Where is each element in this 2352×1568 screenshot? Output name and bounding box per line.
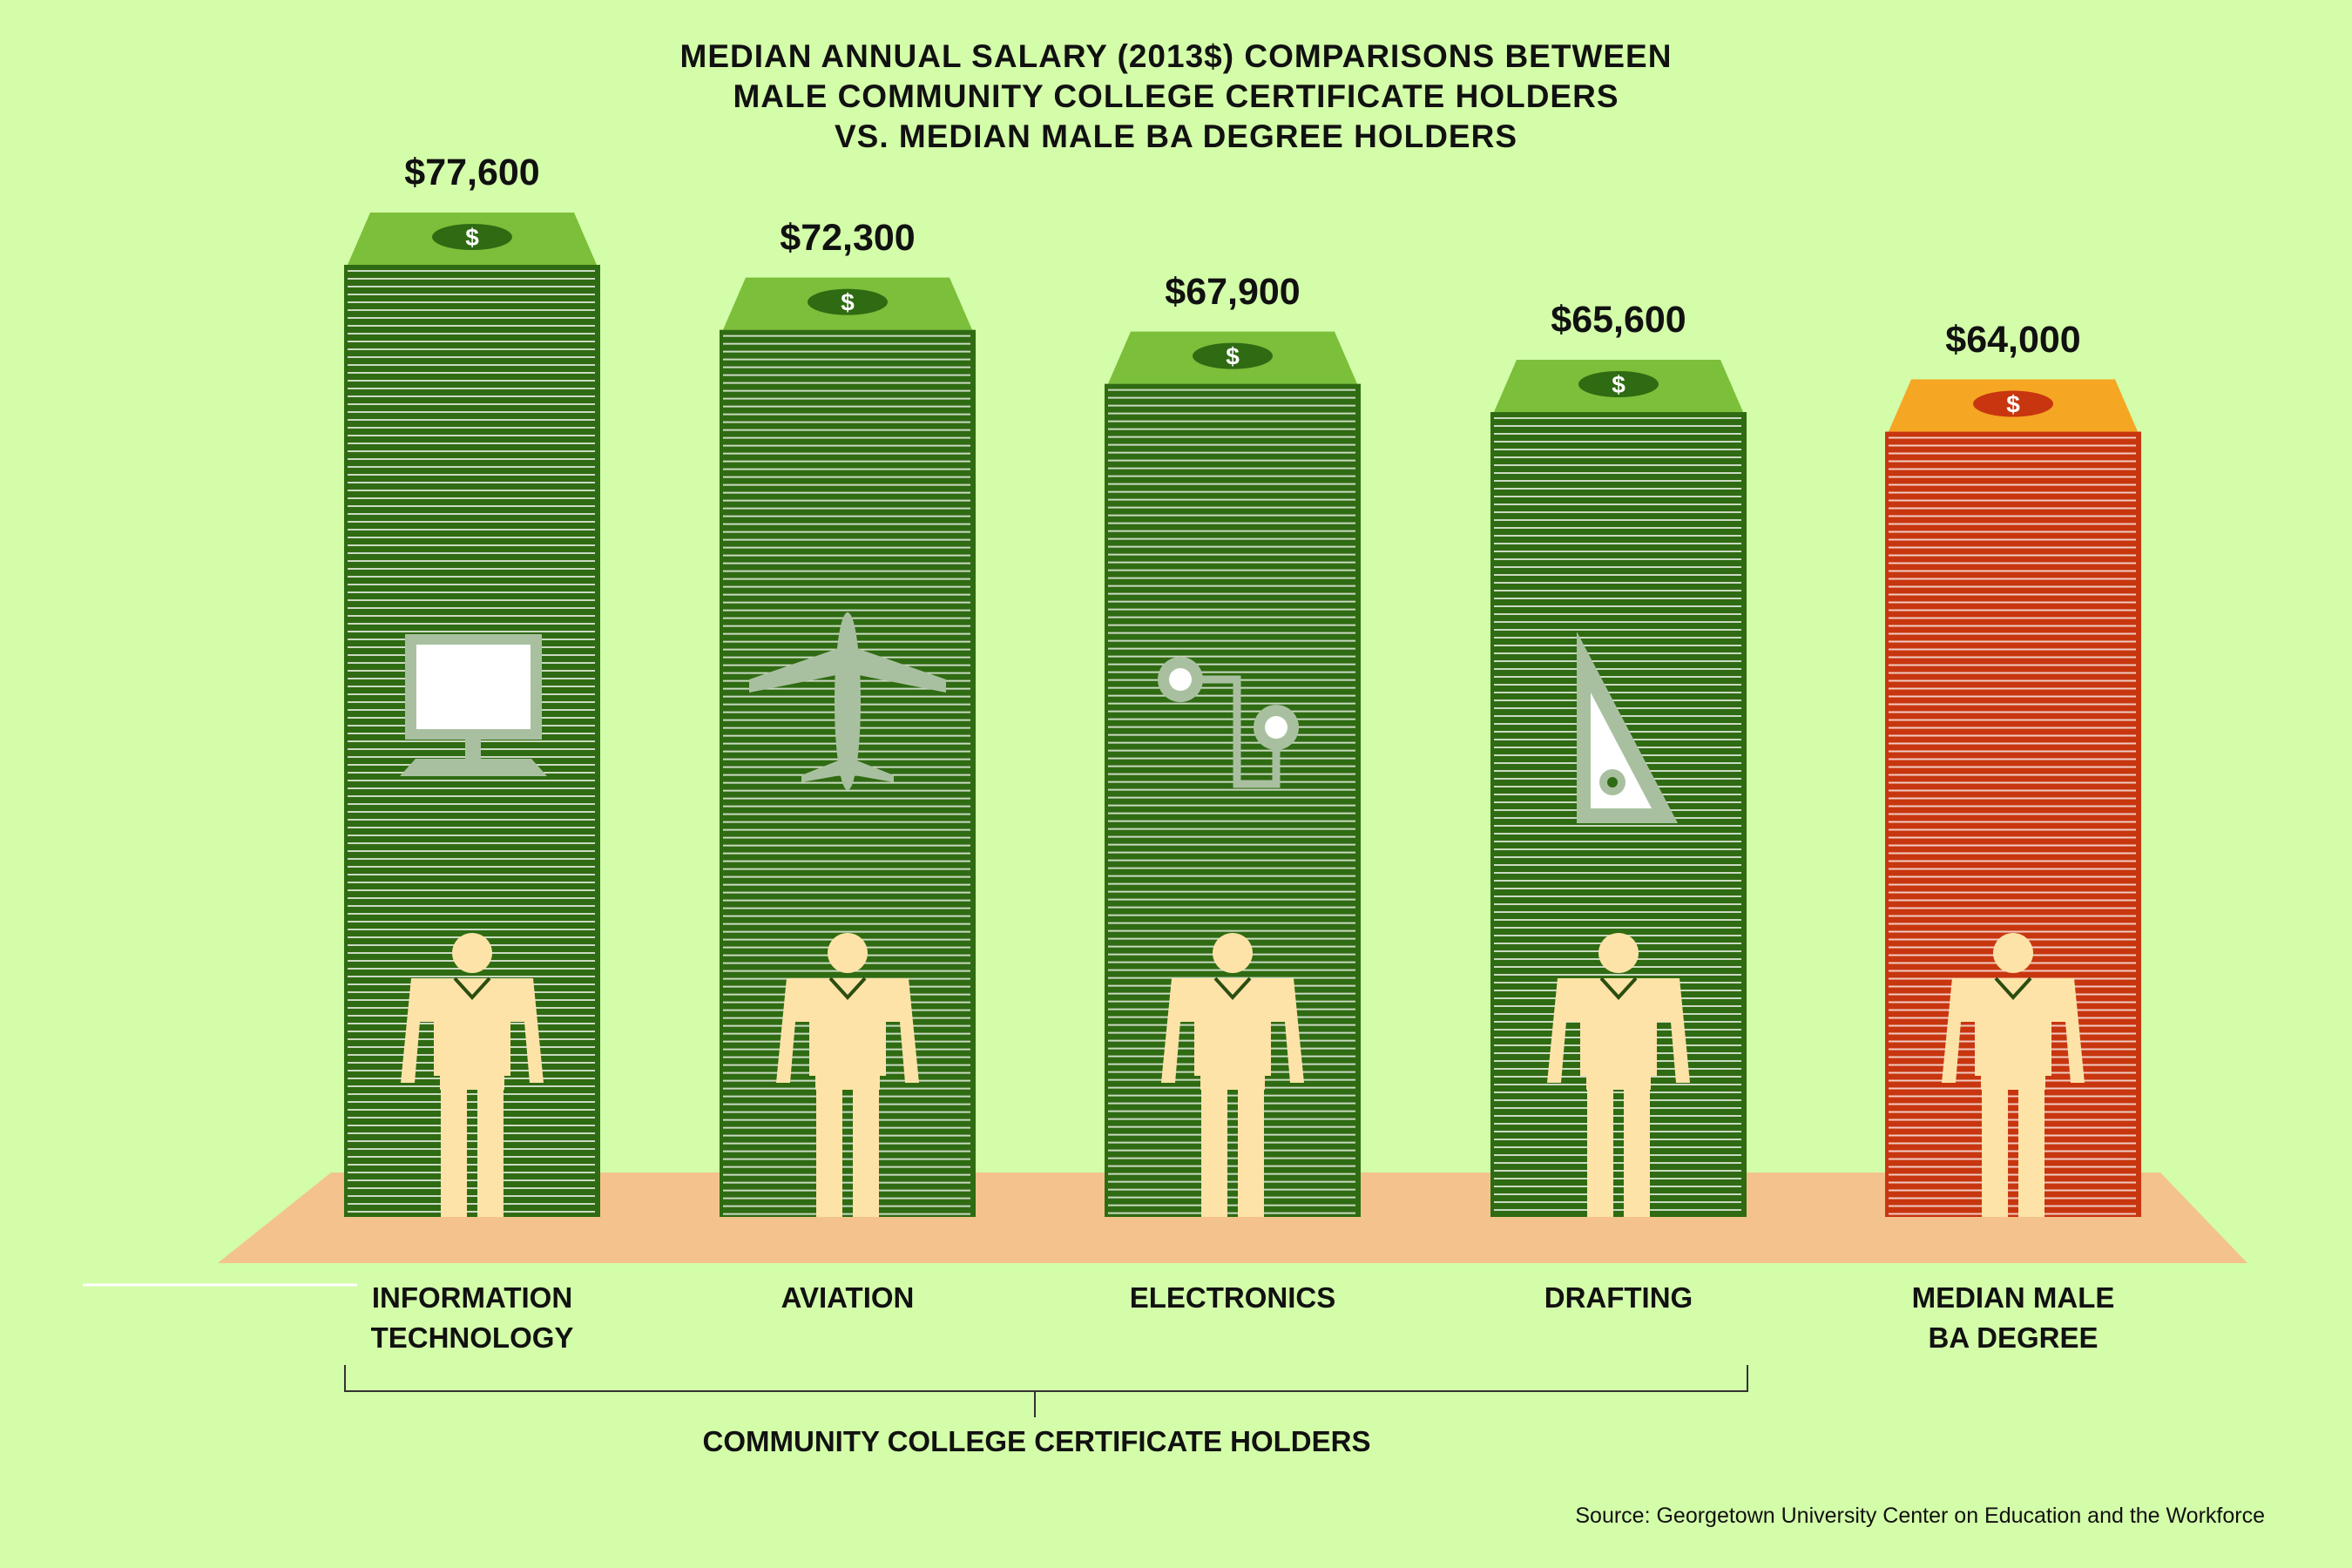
figure-collar <box>828 977 867 1000</box>
circuit-trace <box>1180 675 1281 788</box>
group-bracket <box>344 1365 1748 1417</box>
figure-collar <box>1994 977 2032 1000</box>
figure-torso <box>1161 978 1304 1083</box>
figure-right-leg <box>477 1090 504 1217</box>
male-figure-icon <box>1942 933 2085 1217</box>
monitor-base <box>400 759 547 776</box>
chart-title-line-2: MALE COMMUNITY COLLEGE CERTIFICATE HOLDE… <box>733 78 1619 114</box>
value-label: $64,000 <box>1945 318 2081 361</box>
chart-title-line-3: VS. MEDIAN MALE BA DEGREE HOLDERS <box>834 118 1518 154</box>
bill-stack-lines <box>1494 417 1741 1212</box>
group-label: COMMUNITY COLLEGE CERTIFICATE HOLDERS <box>702 1425 1371 1457</box>
figure-right-leg <box>1238 1090 1264 1217</box>
male-figure-icon <box>1547 933 1690 1217</box>
dollar-badge <box>1973 390 2053 417</box>
chart-title-line-1: MEDIAN ANNUAL SALARY (2013$) COMPARISONS… <box>679 38 1673 74</box>
figure-collar <box>453 977 491 1000</box>
category-label: ELECTRONICS <box>1129 1281 1336 1314</box>
bar-group-4: $ <box>1885 379 2141 1217</box>
figure-left-leg <box>816 1090 842 1217</box>
value-label: $67,900 <box>1165 270 1301 313</box>
figure-torso <box>1942 978 2085 1083</box>
figure-head <box>452 933 492 973</box>
figure-head <box>1993 933 2033 973</box>
figure-right-leg <box>1624 1090 1650 1217</box>
circuit-node-2-hole <box>1265 716 1288 739</box>
male-figure-icon <box>401 933 544 1217</box>
dollar-sign: $ <box>1226 343 1240 370</box>
dollar-sign: $ <box>1612 371 1625 398</box>
bar-group-2: $ <box>1105 331 1361 1217</box>
dollar-sign: $ <box>2006 391 2020 418</box>
category-label: DRAFTING <box>1544 1281 1693 1314</box>
plane-tail <box>801 760 894 782</box>
monitor-screen <box>416 645 531 729</box>
figure-belt <box>440 1072 504 1090</box>
bar <box>1105 383 1361 1217</box>
airplane-icon <box>749 612 946 790</box>
bar-group-3: $ <box>1490 360 1747 1217</box>
monitor-stand <box>465 740 481 759</box>
category-label: AVIATION <box>781 1281 915 1314</box>
value-label: $72,300 <box>780 216 916 259</box>
figure-left-leg <box>1201 1090 1227 1217</box>
figure-left-leg <box>1587 1090 1613 1217</box>
male-figure-icon <box>1161 933 1304 1217</box>
circuit-icon <box>1158 657 1299 788</box>
figure-belt <box>1586 1072 1651 1090</box>
figure-torso <box>776 978 919 1083</box>
dollar-badge <box>432 224 512 250</box>
figure-left-leg <box>441 1090 467 1217</box>
category-icons <box>400 612 1678 823</box>
bar-group-0: $ <box>344 213 600 1217</box>
figure-right-leg <box>2018 1090 2044 1217</box>
value-label: $77,600 <box>404 152 540 193</box>
value-label: $65,600 <box>1551 299 1686 341</box>
bracket-line <box>344 1365 1748 1392</box>
dollar-badge <box>1578 371 1659 398</box>
figure-belt <box>815 1072 880 1090</box>
bar <box>1885 431 2141 1217</box>
plane-wings <box>749 649 946 693</box>
computer-monitor-icon <box>400 634 547 776</box>
triangle-pin-center <box>1607 777 1618 787</box>
figure-head <box>828 933 868 973</box>
category-label: INFORMATION TECHNOLOGY <box>370 1281 574 1354</box>
dollar-sign: $ <box>841 289 855 316</box>
figure-collar <box>1599 977 1638 1000</box>
figure-torso <box>1547 978 1690 1083</box>
figure-right-leg <box>853 1090 879 1217</box>
circuit-node-1-hole <box>1169 668 1192 691</box>
figure-left-leg <box>1982 1090 2008 1217</box>
figure-head <box>1213 933 1253 973</box>
figure-head <box>1598 933 1639 973</box>
figure-torso <box>401 978 544 1083</box>
drafting-triangle-icon <box>1577 632 1678 823</box>
figure-belt <box>1200 1072 1265 1090</box>
dollar-badge <box>808 288 888 315</box>
dollar-badge <box>1193 342 1273 369</box>
figure-belt <box>1981 1072 2045 1090</box>
category-label: MEDIAN MALE BA DEGREE <box>1911 1281 2115 1354</box>
bill-stack-lines <box>1108 389 1355 1214</box>
figure-collar <box>1213 977 1252 1000</box>
dollar-sign: $ <box>465 224 479 251</box>
male-figure-icon <box>776 933 919 1217</box>
source-note: Source: Georgetown University Center on … <box>1575 1504 2265 1528</box>
